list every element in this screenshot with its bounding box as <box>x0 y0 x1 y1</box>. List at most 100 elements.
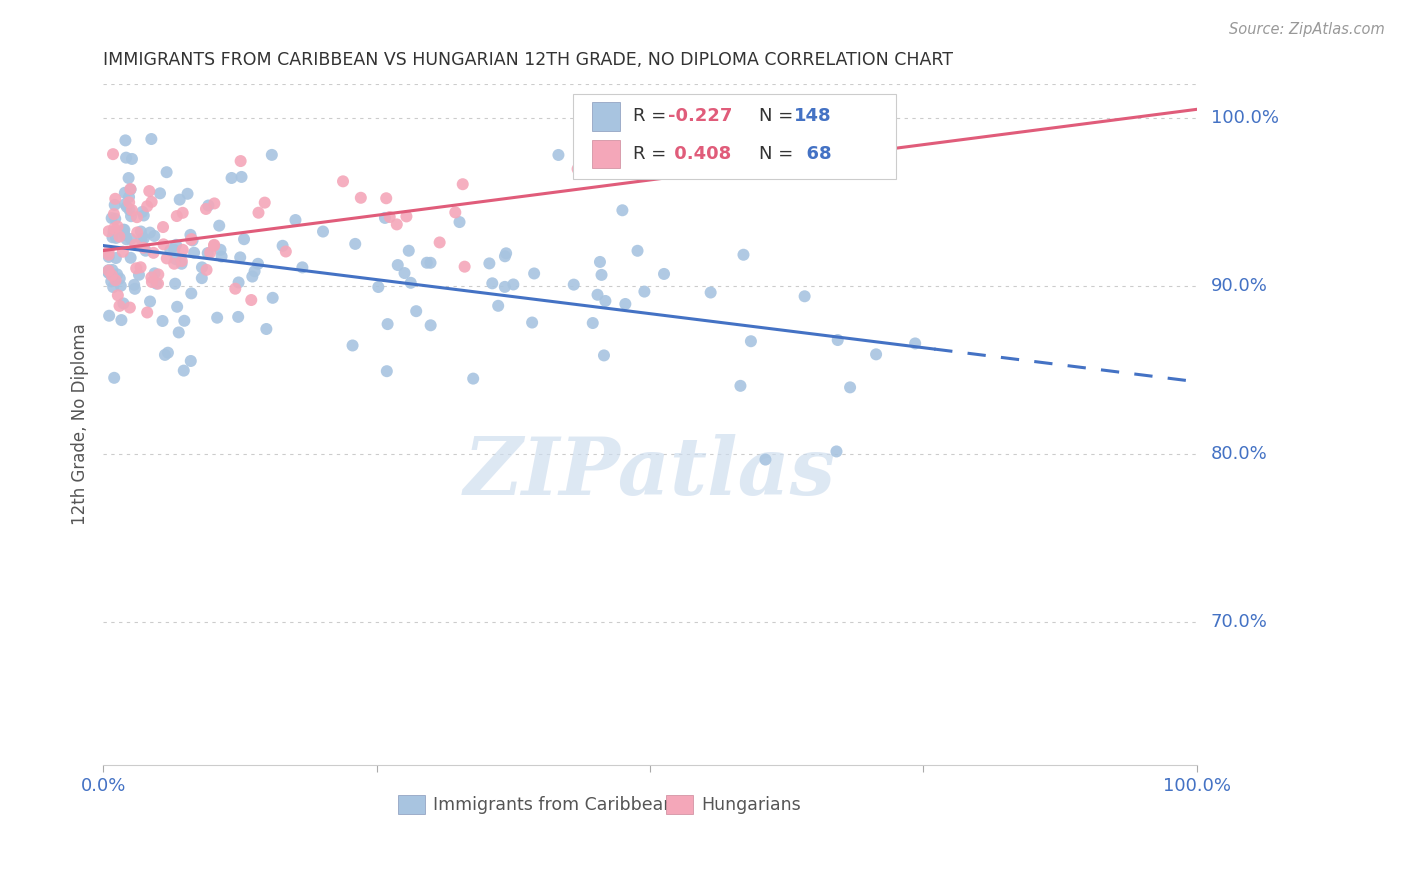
Point <box>120 209 142 223</box>
Point <box>405 304 427 318</box>
Point <box>120 232 142 246</box>
Point <box>567 161 589 176</box>
Point <box>111 244 134 259</box>
Point <box>125 210 148 224</box>
Point <box>652 267 675 281</box>
Point <box>332 174 354 188</box>
Point <box>523 267 546 281</box>
Point <box>399 276 422 290</box>
Point <box>136 199 159 213</box>
Point <box>108 229 131 244</box>
Point <box>165 277 187 291</box>
Point <box>112 223 135 237</box>
Point <box>101 268 124 283</box>
Point <box>141 132 163 146</box>
Point <box>128 268 150 282</box>
Point <box>228 276 250 290</box>
Bar <box>398 795 425 814</box>
Point <box>108 299 131 313</box>
Point <box>495 246 517 260</box>
Point <box>494 280 516 294</box>
Point <box>173 314 195 328</box>
Point <box>494 249 516 263</box>
Point <box>260 148 283 162</box>
Point <box>176 186 198 201</box>
Point <box>614 297 637 311</box>
Text: ZIPatlas: ZIPatlas <box>464 434 837 511</box>
Point <box>97 224 120 238</box>
Point <box>115 151 138 165</box>
Text: Immigrants from Caribbean: Immigrants from Caribbean <box>433 796 675 814</box>
Point <box>139 226 162 240</box>
Point <box>115 232 138 246</box>
Point <box>101 147 124 161</box>
Point <box>143 229 166 244</box>
Point <box>180 286 202 301</box>
Point <box>478 256 501 270</box>
Point <box>121 152 143 166</box>
Point <box>105 268 128 282</box>
Point <box>398 244 420 258</box>
Point <box>100 274 122 288</box>
Point <box>108 271 131 285</box>
Point <box>229 251 252 265</box>
Point <box>104 273 127 287</box>
Point <box>502 277 524 292</box>
Point <box>152 237 174 252</box>
Point <box>98 309 121 323</box>
Point <box>104 211 127 226</box>
Point <box>136 305 159 319</box>
Point <box>107 219 129 234</box>
Point <box>107 288 129 302</box>
Point <box>231 169 253 184</box>
Point <box>169 193 191 207</box>
Point <box>240 269 263 284</box>
Point <box>146 277 169 291</box>
Point <box>194 202 217 216</box>
Point <box>419 318 441 333</box>
Point <box>449 215 471 229</box>
Point <box>115 200 138 214</box>
Text: 148: 148 <box>794 107 832 126</box>
Point <box>262 291 284 305</box>
Point <box>367 280 389 294</box>
Point <box>312 225 335 239</box>
Point <box>110 313 132 327</box>
Point <box>132 231 155 245</box>
Text: 100.0%: 100.0% <box>1211 109 1278 127</box>
Point <box>148 268 170 282</box>
Point <box>271 239 294 253</box>
Point <box>103 371 125 385</box>
Point <box>163 257 186 271</box>
Point <box>547 148 569 162</box>
Point <box>699 285 721 300</box>
Point <box>152 220 174 235</box>
Point <box>120 251 142 265</box>
Point <box>114 186 136 200</box>
Point <box>416 256 439 270</box>
Point <box>114 133 136 147</box>
Point <box>344 236 367 251</box>
Point <box>221 171 243 186</box>
Bar <box>592 102 620 130</box>
Point <box>453 260 475 274</box>
Point <box>224 282 246 296</box>
Point <box>97 244 120 259</box>
Text: 70.0%: 70.0% <box>1211 613 1267 632</box>
Point <box>865 347 887 361</box>
Point <box>114 197 136 211</box>
Point <box>180 233 202 247</box>
Point <box>240 293 263 307</box>
Bar <box>592 140 620 169</box>
Point <box>100 211 122 226</box>
Point <box>139 294 162 309</box>
Point <box>122 277 145 292</box>
Point <box>350 191 373 205</box>
Point <box>142 245 165 260</box>
Point <box>247 205 270 219</box>
Point <box>112 223 135 237</box>
Point <box>132 241 155 255</box>
Point <box>229 154 252 169</box>
Point <box>374 211 396 225</box>
Point <box>97 266 120 280</box>
